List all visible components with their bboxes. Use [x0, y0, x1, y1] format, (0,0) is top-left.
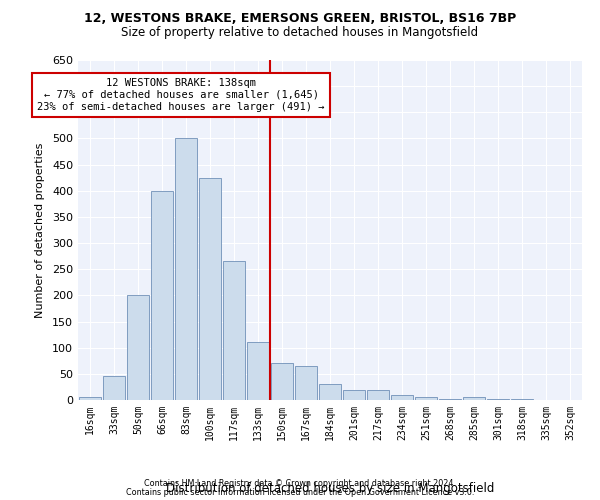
- Bar: [199, 178, 221, 400]
- Bar: [79, 398, 101, 400]
- Bar: [319, 384, 341, 400]
- Bar: [175, 138, 197, 400]
- Bar: [367, 390, 389, 400]
- Text: Contains HM Land Registry data © Crown copyright and database right 2024.: Contains HM Land Registry data © Crown c…: [144, 478, 456, 488]
- Bar: [343, 390, 365, 400]
- Bar: [247, 342, 269, 400]
- Text: Size of property relative to detached houses in Mangotsfield: Size of property relative to detached ho…: [121, 26, 479, 39]
- X-axis label: Distribution of detached houses by size in Mangotsfield: Distribution of detached houses by size …: [166, 482, 494, 495]
- Bar: [103, 376, 125, 400]
- Bar: [295, 366, 317, 400]
- Bar: [463, 398, 485, 400]
- Y-axis label: Number of detached properties: Number of detached properties: [35, 142, 45, 318]
- Bar: [415, 398, 437, 400]
- Text: 12 WESTONS BRAKE: 138sqm
← 77% of detached houses are smaller (1,645)
23% of sem: 12 WESTONS BRAKE: 138sqm ← 77% of detach…: [37, 78, 325, 112]
- Bar: [391, 395, 413, 400]
- Text: Contains public sector information licensed under the Open Government Licence v3: Contains public sector information licen…: [126, 488, 474, 497]
- Bar: [223, 262, 245, 400]
- Bar: [127, 296, 149, 400]
- Text: 12, WESTONS BRAKE, EMERSONS GREEN, BRISTOL, BS16 7BP: 12, WESTONS BRAKE, EMERSONS GREEN, BRIST…: [84, 12, 516, 24]
- Bar: [271, 364, 293, 400]
- Bar: [151, 191, 173, 400]
